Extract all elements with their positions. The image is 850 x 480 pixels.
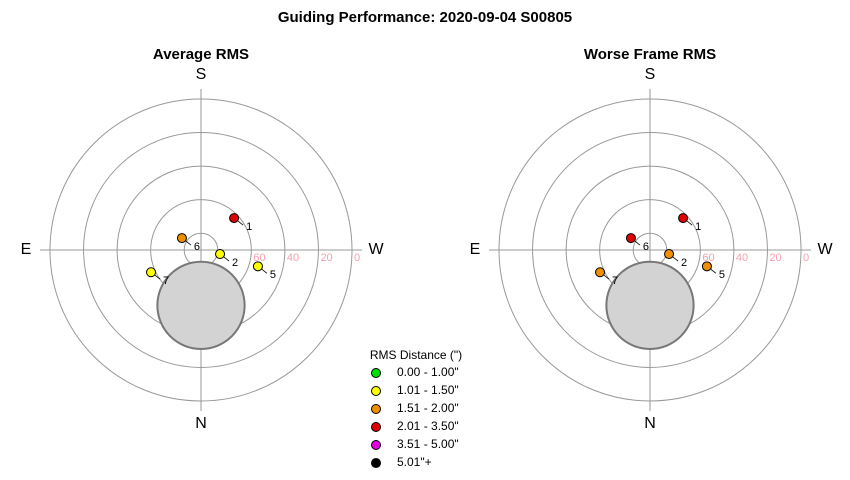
label-leader bbox=[261, 269, 268, 274]
subplot-title: Worse Frame RMS bbox=[584, 46, 716, 63]
direction-label: E bbox=[470, 241, 481, 258]
point bbox=[229, 213, 240, 224]
obstruction bbox=[156, 260, 246, 350]
legend-label: 5.01"+ bbox=[397, 455, 432, 469]
legend-marker bbox=[371, 440, 381, 450]
chart-title: Guiding Performance: 2020-09-04 S00805 bbox=[278, 9, 572, 26]
point-label: 2 bbox=[232, 257, 238, 269]
direction-label: N bbox=[644, 415, 656, 432]
legend-marker bbox=[371, 368, 381, 378]
point-label: 7 bbox=[163, 275, 169, 287]
point-label: 6 bbox=[194, 241, 200, 253]
legend-marker bbox=[371, 386, 381, 396]
direction-label: S bbox=[196, 66, 207, 83]
point-label: 5 bbox=[719, 269, 725, 281]
legend-label: 1.51 - 2.00" bbox=[397, 401, 459, 415]
point-label: 1 bbox=[246, 221, 252, 233]
legend-marker bbox=[371, 422, 381, 432]
label-leader bbox=[634, 240, 641, 246]
label-leader bbox=[603, 274, 610, 280]
legend-marker bbox=[371, 404, 381, 414]
label-leader bbox=[154, 274, 161, 280]
direction-label: S bbox=[645, 66, 656, 83]
r-tick-label: 60 bbox=[253, 252, 265, 264]
point bbox=[215, 249, 226, 260]
r-tick-label: 0 bbox=[354, 252, 360, 264]
label-leader bbox=[223, 256, 230, 262]
obstruction bbox=[605, 260, 695, 350]
label-leader bbox=[710, 269, 717, 274]
subplot-title: Average RMS bbox=[153, 46, 249, 63]
point-label: 7 bbox=[612, 275, 618, 287]
legend-marker bbox=[371, 458, 381, 468]
r-tick-label: 0 bbox=[803, 252, 809, 264]
legend-title: RMS Distance (") bbox=[370, 348, 462, 362]
point-label: 6 bbox=[643, 241, 649, 253]
r-tick-label: 20 bbox=[320, 252, 332, 264]
point bbox=[701, 261, 712, 272]
r-tick-label: 20 bbox=[769, 252, 781, 264]
r-tick-label: 40 bbox=[736, 252, 748, 264]
legend-label: 0.00 - 1.00" bbox=[397, 365, 459, 379]
label-leader bbox=[185, 240, 192, 246]
point-label: 5 bbox=[270, 269, 276, 281]
direction-label: E bbox=[21, 241, 32, 258]
point bbox=[625, 233, 636, 244]
direction-label: W bbox=[817, 241, 833, 258]
legend-label: 3.51 - 5.00" bbox=[397, 437, 459, 451]
point bbox=[146, 267, 157, 278]
r-tick-label: 40 bbox=[287, 252, 299, 264]
r-tick-label: 60 bbox=[702, 252, 714, 264]
label-leader bbox=[672, 256, 679, 262]
point bbox=[664, 249, 675, 260]
point bbox=[595, 267, 606, 278]
point-label: 1 bbox=[695, 221, 701, 233]
point-label: 2 bbox=[681, 257, 687, 269]
direction-label: W bbox=[368, 241, 384, 258]
legend-label: 2.01 - 3.50" bbox=[397, 419, 459, 433]
point bbox=[678, 213, 689, 224]
label-leader bbox=[686, 220, 693, 226]
label-leader bbox=[237, 220, 244, 226]
point bbox=[176, 233, 187, 244]
point bbox=[252, 261, 263, 272]
legend-label: 1.01 - 1.50" bbox=[397, 383, 459, 397]
direction-label: N bbox=[195, 415, 207, 432]
